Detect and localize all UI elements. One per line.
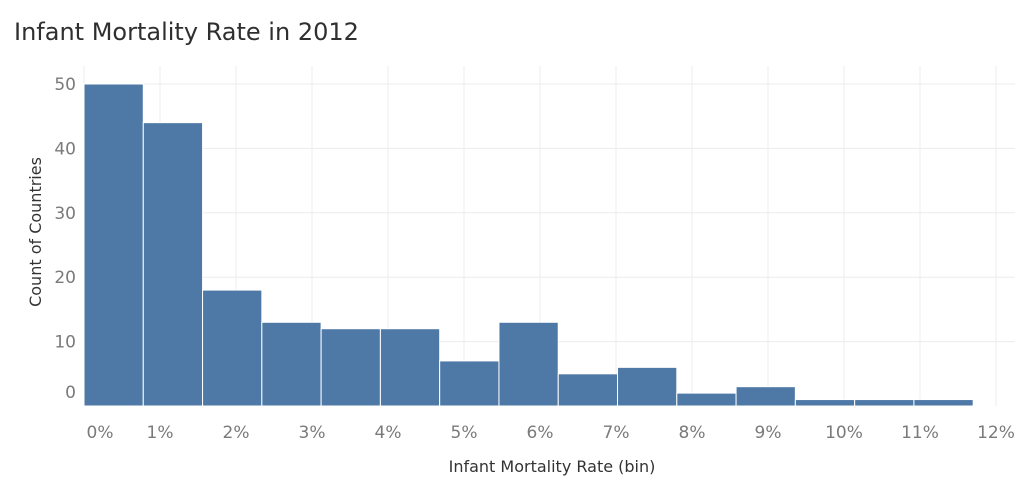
y-tick-label: 30 xyxy=(54,204,76,224)
histogram-bar xyxy=(439,360,500,407)
y-axis-ticks: 0 10 20 30 40 50 xyxy=(54,75,76,403)
x-tick-label: 2% xyxy=(223,423,250,443)
x-tick-label: 0% xyxy=(87,423,114,443)
histogram-bar xyxy=(617,366,678,407)
histogram-bar xyxy=(202,289,263,407)
x-axis-ticks: 0% 1% 2% 3% 4% 5% 6% 7% 8% 9% 10% 11% 12% xyxy=(87,423,1015,443)
y-tick-label: 20 xyxy=(54,268,76,288)
x-tick-label: 4% xyxy=(375,423,402,443)
histogram-bar xyxy=(854,399,915,407)
x-tick-label: 1% xyxy=(147,423,174,443)
histogram-bar xyxy=(320,328,381,407)
histogram-bar xyxy=(498,321,559,407)
histogram-bar xyxy=(735,386,796,407)
bars xyxy=(83,83,974,407)
y-tick-label: 10 xyxy=(54,333,76,353)
y-axis-title: Count of Countries xyxy=(26,157,45,307)
histogram-bar xyxy=(142,122,204,407)
x-tick-label: 10% xyxy=(825,423,863,443)
histogram-bar xyxy=(913,399,974,407)
histogram-bar xyxy=(557,373,619,407)
histogram-bar xyxy=(379,328,441,407)
chart-title: Infant Mortality Rate in 2012 xyxy=(14,18,359,46)
x-tick-label: 11% xyxy=(901,423,939,443)
histogram-bar xyxy=(676,392,737,407)
histogram-bar xyxy=(83,83,144,407)
x-tick-label: 3% xyxy=(299,423,326,443)
x-tick-label: 6% xyxy=(527,423,554,443)
x-tick-label: 5% xyxy=(451,423,478,443)
grid-lines xyxy=(83,66,1015,406)
histogram-bar xyxy=(794,399,856,407)
x-tick-label: 12% xyxy=(977,423,1015,443)
y-tick-label: 40 xyxy=(54,139,76,159)
histogram-bar xyxy=(261,321,322,407)
x-axis-title: Infant Mortality Rate (bin) xyxy=(449,457,656,476)
y-tick-label: 0 xyxy=(65,383,76,403)
y-tick-label: 50 xyxy=(54,75,76,95)
x-tick-label: 9% xyxy=(755,423,782,443)
x-tick-label: 8% xyxy=(679,423,706,443)
x-tick-label: 7% xyxy=(603,423,630,443)
